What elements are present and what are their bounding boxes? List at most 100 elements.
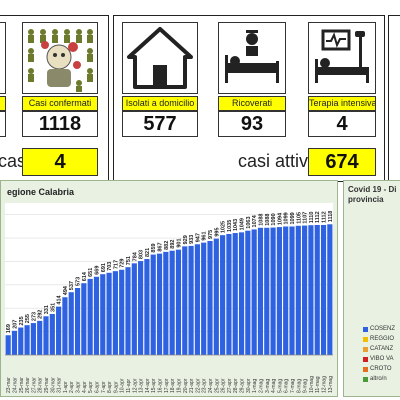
category-label: 28-apr [233,378,239,393]
category-label: 26-mar [25,377,31,393]
bar [302,225,308,355]
bar [18,327,24,355]
bar [220,235,226,355]
bar-value-label: 1112 [322,211,328,223]
bar [131,263,137,355]
bar-value-label: 614 [82,271,88,281]
bar [119,269,125,355]
bar [56,306,62,355]
bar-value-label: 494 [63,285,69,295]
category-label: 4-mag [271,379,277,393]
bar-value-label: 1090 [271,213,277,225]
summary-panel-edge [388,15,400,182]
bar-value-label: 961 [202,231,208,240]
category-label: 24-apr [208,378,214,393]
cropped-label-box [0,96,6,111]
category-label: 8-apr [107,381,113,393]
bar [226,233,232,355]
bar [156,253,163,355]
bar-value-label: 929 [183,235,189,244]
category-label: 7-mag [290,379,296,393]
category-label: 9-apr [113,381,119,393]
bar [232,233,238,355]
bar-value-label: 703 [107,262,113,271]
intensive-care-value: 4 [308,111,376,137]
legend-swatch [363,327,368,332]
legend-label: REGGIO [370,336,395,342]
category-label: 9-mag [303,379,309,393]
bar-value-label: 1063 [246,216,252,228]
category-label: 10-mag [309,376,315,393]
bar-value-label: 859 [151,243,157,252]
legend-label: COSENZ [370,326,396,332]
province-legend-panel: Covid 19 - Di provincia COSENZ REGGIO CA… [343,180,400,397]
category-label: 17-apr [164,378,170,393]
category-label: 13-mag [328,376,334,393]
legend-label: CROTO [370,366,392,372]
bar [238,232,245,355]
category-label: 25-apr [214,378,220,393]
category-label: 27-mar [31,377,37,393]
hospital-bed-icon [225,30,279,83]
category-label: 8-mag [296,379,302,393]
bar [49,313,55,355]
category-label: 11-apr [126,379,132,393]
bar [320,224,327,355]
legend-swatch [363,337,368,342]
virus-person-icon [23,23,97,93]
legend-swatch [363,377,368,382]
bar [144,259,150,355]
bar-value-label: 351 [50,303,56,312]
bar-value-label: 933 [189,235,195,244]
bar [169,250,175,355]
category-label: 2-apr [69,381,75,393]
category-label: 23-apr [202,378,208,393]
category-label: 12-apr [132,378,138,393]
bar-value-label: 1035 [227,220,233,232]
chart-title: egione Calabria [7,187,75,197]
bar [207,241,213,355]
bar-value-label: 691 [101,263,107,272]
category-label: 6-mag [284,379,290,393]
category-label: 16-apr [158,378,164,393]
cropped-icon-box [0,22,6,94]
bar-value-label: 537 [69,281,75,290]
bar-value-label: 1105 [296,212,302,224]
hospitalized-value: 93 [218,111,286,137]
cases-chart-panel: egione Calabria 169 23-mar 207 24-mar 235 25-… [0,180,338,397]
bar-value-label: 975 [208,230,214,239]
bar [106,272,112,355]
bar [308,225,314,355]
bar-value-label: 331 [44,305,50,314]
bar [213,238,219,355]
category-label: 29-apr [240,378,246,393]
bar [43,316,49,355]
legend-swatch [363,357,368,362]
category-label: 19-apr [176,378,182,393]
bar [182,246,188,355]
category-label: 21-apr [189,378,195,393]
bar [68,292,74,355]
bar-value-label: 169 [6,324,12,333]
bar [5,335,11,355]
bar [264,227,270,355]
new-cases-value: 4 [22,148,98,176]
bar-value-label: 235 [19,316,25,325]
bar [74,288,81,355]
legend-swatch [363,367,368,372]
category-label: 23-mar [6,377,12,393]
bar [11,330,18,355]
category-label: 22-apr [195,378,201,393]
category-label: 5-mag [277,379,283,393]
bar-value-label: 651 [88,268,94,277]
category-label: 4-apr [82,381,88,393]
bar [289,226,295,355]
bar-value-label: 784 [132,251,138,261]
bar-value-label: 717 [113,260,119,269]
category-label: 14-apr [145,378,151,393]
bar-value-label: 901 [176,238,182,247]
bar [112,271,118,355]
bar [30,323,36,355]
category-label: 30-mar [50,377,56,393]
category-label: 10-apr [120,378,126,393]
